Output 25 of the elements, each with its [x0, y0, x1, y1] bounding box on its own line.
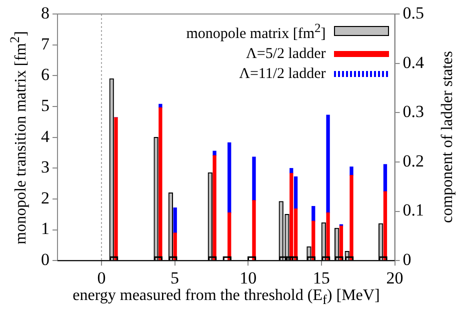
- x-axis-title: energy measured from the threshold (E$_{f}$) [MeV]: [72, 287, 380, 308]
- legend-label: monopole matrix [fm$^{2}$]: [186, 20, 326, 44]
- y2-tick-label: 0.1: [402, 200, 424, 220]
- y-tick-label: 8: [41, 3, 50, 22]
- y2-tick-label: 0.5: [402, 3, 424, 22]
- x-tick-label: 10: [240, 268, 257, 288]
- legend-label: Λ=11/2 ladder: [239, 65, 326, 84]
- legend-label: Λ=5/2 ladder: [246, 45, 326, 64]
- y2-tick-label: 0.3: [402, 102, 424, 122]
- y-tick-label: 4: [41, 126, 50, 146]
- x-tick-label: 15: [312, 268, 330, 288]
- y2-tick-label: 0: [402, 250, 412, 270]
- y-tick-label: 6: [41, 65, 50, 84]
- x-tick-label: 0: [97, 268, 106, 288]
- y-tick-label: 7: [41, 34, 50, 54]
- y2-tick-label: 0.2: [402, 151, 424, 170]
- y-tick-label: 1: [41, 219, 50, 238]
- y2-tick-label: 0.4: [402, 52, 424, 72]
- x-tick-label: 5: [170, 268, 180, 288]
- x-tick-label: 20: [386, 268, 404, 288]
- y-tick-label: 2: [41, 188, 50, 208]
- y-tick-label: 3: [41, 158, 50, 177]
- y-tick-label: 0: [41, 250, 50, 270]
- y2-axis-title: component of ladder states: [438, 51, 457, 224]
- y-tick-label: 5: [41, 96, 50, 115]
